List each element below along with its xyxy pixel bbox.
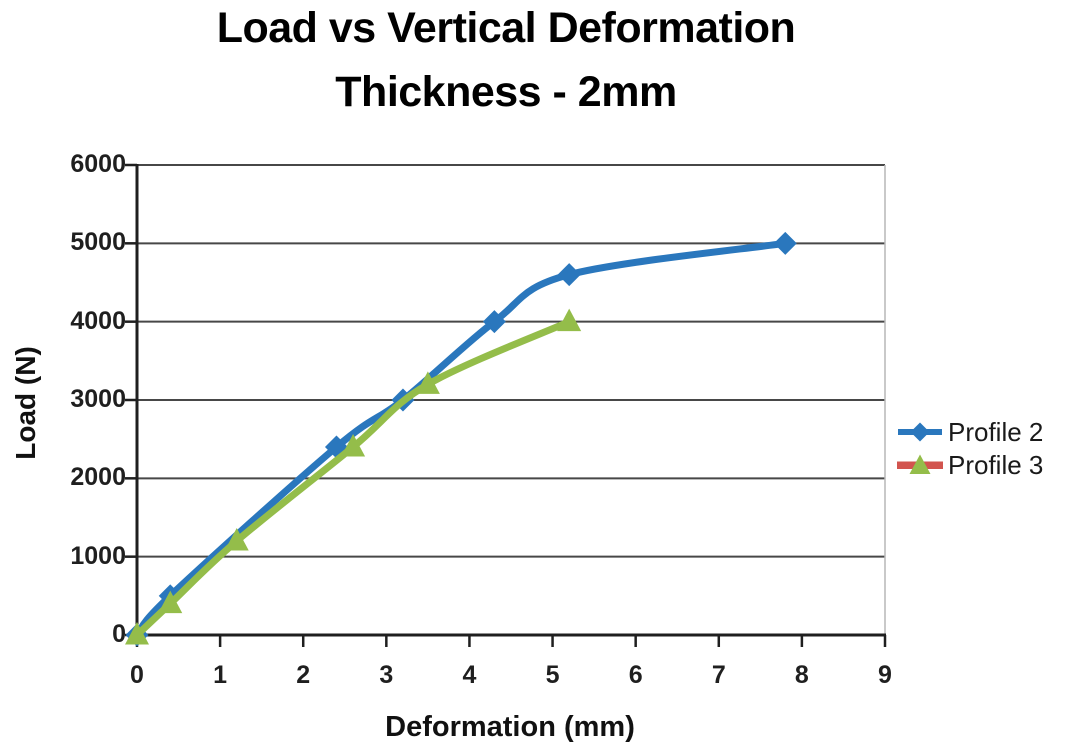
x-axis-title: Deformation (mm) (385, 711, 635, 743)
y-tick-label: 3000 (70, 385, 126, 413)
y-tick-label: 4000 (70, 306, 126, 335)
x-tick-label: 3 (379, 661, 394, 689)
x-tick-label: 2 (296, 661, 311, 689)
x-tick-label: 8 (794, 661, 809, 689)
legend: Profile 2 Profile 3 (897, 417, 1043, 483)
series-profile-2 (125, 231, 797, 647)
legend-label: Profile 2 (948, 416, 1044, 447)
chart-title: Load vs Vertical Deformation (216, 4, 796, 52)
series-profile-3 (125, 308, 582, 645)
x-tick-label: 0 (130, 661, 144, 689)
y-tick-label: 2000 (70, 463, 126, 492)
x-tick-label: 5 (545, 661, 560, 689)
legend-item-profile-2: Profile 2 (897, 417, 1043, 447)
y-tick-label: 5000 (70, 228, 126, 257)
y-tick-label: 6000 (70, 150, 126, 178)
y-tick-label: 1000 (70, 541, 126, 570)
y-tick-label: 0 (112, 620, 126, 648)
profile-3-marker-icon (897, 454, 943, 474)
profile-2-marker-icon (898, 422, 942, 442)
legend-label: Profile 3 (948, 449, 1044, 480)
x-tick-label: 6 (628, 661, 643, 689)
x-tick-label: 9 (878, 661, 892, 689)
chart-subtitle: Thickness - 2mm (335, 68, 677, 116)
x-tick-label: 4 (462, 661, 477, 689)
x-tick-label: 1 (213, 661, 228, 689)
x-tick-label: 7 (711, 661, 726, 689)
legend-item-profile-3: Profile 3 (897, 450, 1043, 480)
